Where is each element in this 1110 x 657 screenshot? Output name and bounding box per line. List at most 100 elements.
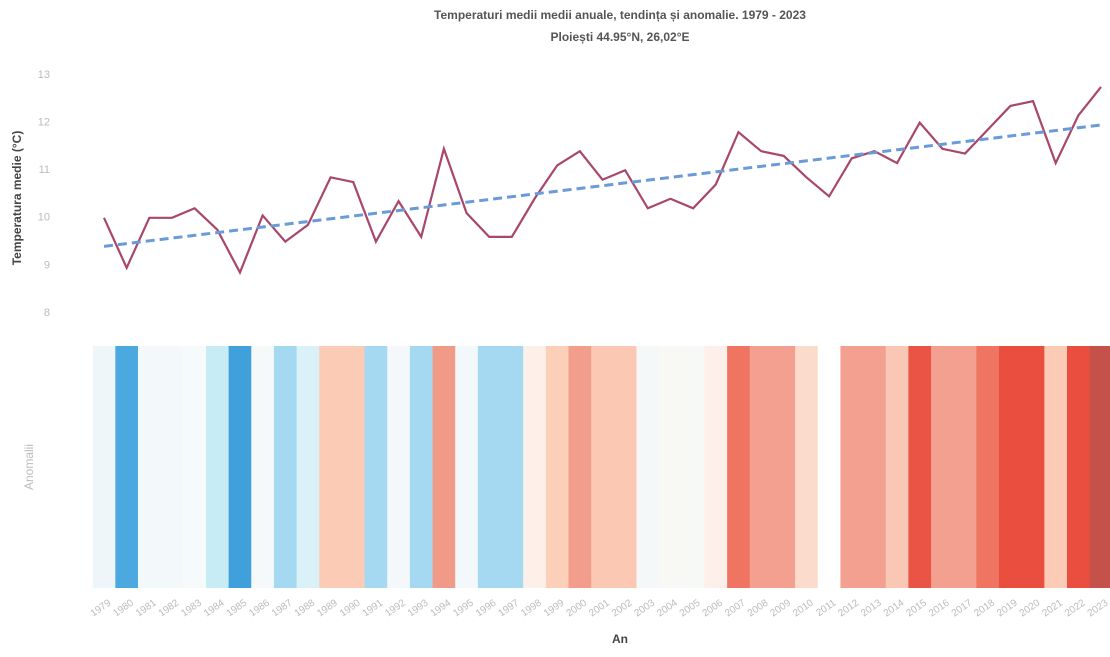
x-tick-label: 1997 (497, 597, 522, 619)
anomaly-stripe (115, 346, 139, 588)
x-tick-label: 1986 (247, 597, 272, 619)
anomaly-stripe (568, 346, 592, 588)
anomaly-stripe (205, 346, 230, 588)
anomaly-stripe (273, 346, 298, 588)
x-tick-label: 2020 (1018, 597, 1043, 619)
anomaly-stripe (704, 346, 728, 588)
y-axis-label: Temperatura medie (°C) (10, 131, 24, 266)
x-tick-label: 1991 (361, 597, 386, 619)
x-tick-label: 2022 (1063, 597, 1088, 619)
x-tick-label: 1985 (225, 597, 250, 619)
x-axis-label: An (612, 632, 628, 646)
x-tick-label: 2012 (836, 597, 861, 619)
x-tick-label: 2007 (723, 597, 748, 619)
anomaly-stripe (840, 346, 864, 588)
anomaly-stripe (477, 346, 502, 588)
x-tick-label: 2003 (633, 597, 658, 619)
anomaly-stripe (296, 346, 320, 588)
x-tick-label: 2016 (927, 597, 952, 619)
x-tick-label: 1981 (134, 597, 159, 619)
anomaly-stripe (908, 346, 932, 588)
x-tick-label: 2017 (950, 597, 975, 619)
y-tick-label: 10 (38, 212, 50, 224)
anomaly-stripe (545, 346, 570, 588)
anomaly-stripe (387, 346, 411, 588)
y-tick-label: 13 (38, 69, 50, 81)
anomaly-stripe (999, 346, 1023, 588)
x-tick-label: 2023 (1086, 597, 1110, 619)
x-tick-label: 1989 (315, 597, 340, 619)
x-tick-label: 2002 (610, 597, 635, 619)
x-tick-label: 1988 (293, 597, 318, 619)
x-tick-label: 2013 (859, 597, 884, 619)
x-tick-label: 2015 (904, 597, 929, 619)
anomaly-stripe (319, 346, 343, 588)
x-tick-label: 2000 (565, 597, 590, 619)
x-tick-label: 1999 (542, 597, 567, 619)
anomaly-stripe (976, 346, 1000, 588)
anomaly-stripe (817, 346, 841, 588)
x-tick-label: 1994 (429, 597, 454, 619)
anomaly-stripe (885, 346, 909, 588)
trend-line (103, 123, 1102, 248)
anomaly-stripe (160, 346, 184, 588)
anomaly-stripe (1067, 346, 1091, 588)
anomaly-stripe (183, 346, 207, 588)
x-tick-label: 2001 (587, 597, 612, 619)
chart-subtitle: Ploiești 44.95°N, 26,02°E (550, 30, 689, 44)
x-tick-label: 1980 (111, 597, 136, 619)
anomaly-stripe (228, 346, 252, 588)
x-tick-label: 2005 (678, 597, 703, 619)
anomaly-stripe (727, 346, 751, 588)
x-tick-label: 2006 (700, 597, 725, 619)
anomaly-stripe (659, 346, 683, 588)
y-tick-label: 8 (44, 307, 50, 319)
anomaly-stripe (432, 346, 456, 588)
x-tick-label: 2019 (995, 597, 1020, 619)
anomaly-stripe (1044, 346, 1068, 588)
x-tick-label: 2004 (655, 597, 680, 619)
anomaly-stripe (92, 346, 116, 588)
anomaly-stripe (409, 346, 434, 588)
anomaly-stripe (681, 346, 705, 588)
anomaly-label: Anomalii (22, 444, 36, 490)
x-tick-label: 1993 (406, 597, 431, 619)
anomaly-stripe (1089, 346, 1110, 588)
x-tick-label: 1987 (270, 597, 295, 619)
x-tick-label: 1996 (474, 597, 499, 619)
chart-title: Temperaturi medii medii anuale, tendința… (434, 8, 806, 22)
anomaly-stripe (863, 346, 887, 588)
anomaly-stripe (341, 346, 366, 588)
anomaly-stripe (636, 346, 660, 588)
x-tick-label: 2014 (882, 597, 907, 619)
x-tick-label: 1998 (519, 597, 544, 619)
x-tick-label: 2018 (972, 597, 997, 619)
anomaly-stripe (523, 346, 547, 588)
x-tick-label: 2010 (791, 597, 816, 619)
anomaly-stripe (137, 346, 162, 588)
anomaly-stripe (931, 346, 955, 588)
x-tick-label: 1982 (157, 597, 182, 619)
anomaly-stripe (772, 346, 796, 588)
anomaly-stripe (749, 346, 773, 588)
x-tick-label: 1990 (338, 597, 363, 619)
x-tick-label: 2021 (1040, 597, 1065, 619)
anomaly-stripe (591, 346, 615, 588)
x-tick-label: 1984 (202, 597, 227, 619)
anomaly-stripe (953, 346, 977, 588)
x-tick-label: 1995 (451, 597, 476, 619)
anomaly-stripe (455, 346, 479, 588)
anomaly-stripe (795, 346, 819, 588)
y-tick-label: 9 (44, 259, 50, 271)
anomaly-stripe (251, 346, 275, 588)
anomaly-stripe (364, 346, 388, 588)
x-tick-label: 2008 (746, 597, 771, 619)
x-tick-label: 1992 (383, 597, 408, 619)
x-tick-label: 2009 (768, 597, 793, 619)
anomaly-stripe (1021, 346, 1045, 588)
anomaly-stripe (500, 346, 524, 588)
anomaly-stripe (613, 346, 637, 588)
temperature-line (102, 86, 1102, 276)
x-tick-label: 1979 (89, 597, 114, 619)
